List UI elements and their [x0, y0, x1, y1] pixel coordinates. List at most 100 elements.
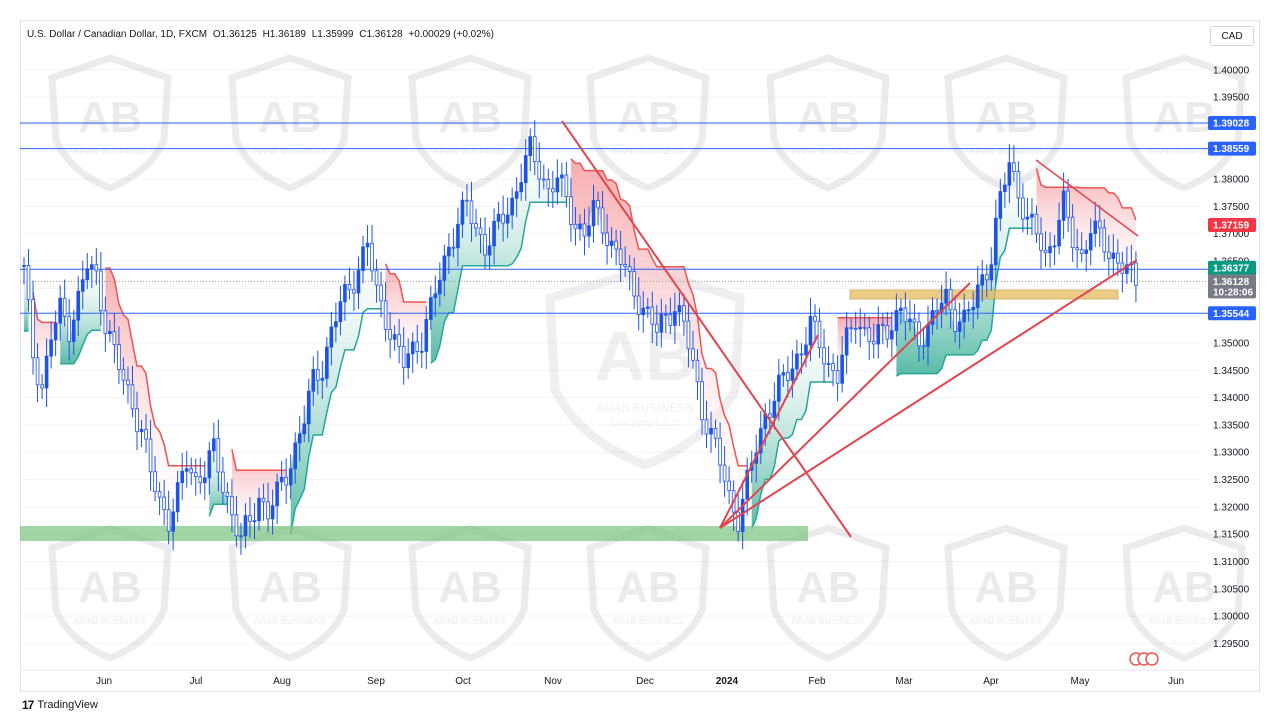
- candle-body: [542, 178, 546, 181]
- candle-body: [727, 480, 731, 492]
- candle-body: [514, 191, 519, 199]
- candle-body: [153, 471, 157, 493]
- x-axis-tick-label: 2024: [716, 676, 739, 687]
- candle-body: [966, 309, 971, 312]
- candle-body: [614, 240, 618, 250]
- watermark-text: ARAB BUSINESS: [612, 146, 685, 156]
- x-axis-tick-label: Mar: [895, 676, 913, 687]
- candle-body: [894, 310, 899, 332]
- candle-body: [162, 496, 166, 511]
- candle-body: [578, 223, 582, 230]
- candle-body: [1057, 219, 1061, 247]
- trendline-down-main[interactable]: [561, 120, 852, 538]
- candle-body: [175, 482, 180, 513]
- candle-body: [908, 318, 912, 323]
- candle-body: [370, 242, 374, 272]
- candle-body: [1084, 249, 1089, 254]
- watermark-text: ARAB BUSINESS: [1148, 146, 1221, 156]
- candle-body: [184, 468, 189, 472]
- indicator-bear-line: [32, 292, 56, 324]
- open-value: O1.36125: [212, 29, 257, 40]
- candle-body: [225, 491, 230, 497]
- chart-frame: [20, 20, 1260, 692]
- x-axis-tick-label: Feb: [808, 676, 826, 687]
- candle-body: [808, 316, 813, 346]
- candle-body: [108, 331, 112, 335]
- indicator-price-tag: 1.36377: [1208, 260, 1256, 275]
- indicator-bull-line: [60, 329, 101, 365]
- candle-body: [1079, 249, 1084, 254]
- currency-button[interactable]: CAD: [1210, 26, 1254, 46]
- candle-body: [501, 213, 505, 224]
- candle-body: [94, 264, 99, 272]
- y-axis-tick-label: 1.32500: [1213, 475, 1250, 486]
- candle-body: [989, 264, 994, 281]
- candle-body: [605, 232, 609, 246]
- candle-body: [239, 535, 243, 538]
- watermark-shield-icon: AB ARAB BUSINESS: [48, 54, 172, 192]
- watermark-logo: AB: [974, 563, 1038, 612]
- watermark-shield-icon: AB ARAB BUSINESS: [1122, 524, 1246, 662]
- watermark-text: ARAB BUSINESS: [434, 146, 507, 156]
- candle-body: [26, 265, 31, 301]
- candle-body: [121, 369, 126, 381]
- candle-body: [451, 246, 456, 249]
- watermark-text: ARAB BUSINESS: [74, 146, 147, 156]
- candle-body: [1097, 220, 1102, 229]
- trendline-fan-1[interactable]: [719, 334, 819, 529]
- candle-body: [221, 471, 225, 493]
- candle-body: [673, 311, 677, 326]
- tradingview-label: TradingView: [37, 699, 98, 711]
- watermark-shield-icon: AB ARAB BUSINESS: [228, 54, 352, 192]
- wedge-upper-line[interactable]: [1035, 159, 1139, 237]
- candle-body: [596, 200, 600, 209]
- candle-body: [523, 155, 528, 184]
- candle-body: [144, 429, 148, 440]
- candle-body: [772, 400, 777, 418]
- candle-body: [609, 240, 614, 246]
- x-axis-tick-label: Aug: [273, 676, 291, 687]
- candle-body: [962, 309, 966, 323]
- tradingview-branding[interactable]: 17 TradingView: [22, 698, 98, 712]
- candle-body: [1025, 216, 1030, 220]
- candle-body: [40, 384, 44, 389]
- y-axis-tick-label: 1.34000: [1213, 393, 1250, 404]
- candle-body: [117, 344, 121, 370]
- price-tag-label: 1.37159: [1213, 221, 1250, 232]
- candle-body: [325, 346, 329, 379]
- event-marker-icon[interactable]: [1145, 652, 1159, 666]
- candle-body: [935, 310, 939, 313]
- candle-body: [410, 341, 415, 355]
- candle-body: [234, 514, 239, 537]
- indicator-bull-band: [24, 265, 29, 331]
- candle-body: [528, 136, 533, 156]
- watermark-shield-icon: AB ARAB BUSINESS: [228, 524, 352, 662]
- trendline-fan-2[interactable]: [719, 282, 971, 529]
- candle-body: [257, 497, 261, 522]
- candle-body: [1111, 252, 1116, 259]
- candle-body: [487, 245, 492, 256]
- watermark-logo: AB: [438, 563, 502, 612]
- candle-body: [1125, 264, 1129, 274]
- candle-body: [139, 429, 144, 433]
- candle-body: [379, 284, 383, 302]
- low-value: L1.35999: [311, 29, 354, 40]
- candle-body: [862, 326, 867, 329]
- candle-body: [921, 345, 926, 348]
- candle-body: [302, 423, 307, 435]
- candle-body: [478, 227, 483, 236]
- indicator-bull-line: [896, 227, 1032, 377]
- countdown-label: 10:28:06: [1213, 287, 1253, 298]
- trendline-fan-3[interactable]: [719, 259, 1138, 529]
- candle-body: [505, 214, 510, 224]
- indicator-price-tag: 1.37159: [1208, 218, 1256, 233]
- candle-body: [275, 481, 279, 507]
- candle-body: [826, 363, 831, 365]
- candle-body: [483, 234, 487, 256]
- candle-body: [709, 427, 713, 435]
- last-price-tag-bg: [1208, 274, 1256, 299]
- x-axis-tick-label: Dec: [636, 676, 654, 687]
- candle-body: [600, 207, 605, 234]
